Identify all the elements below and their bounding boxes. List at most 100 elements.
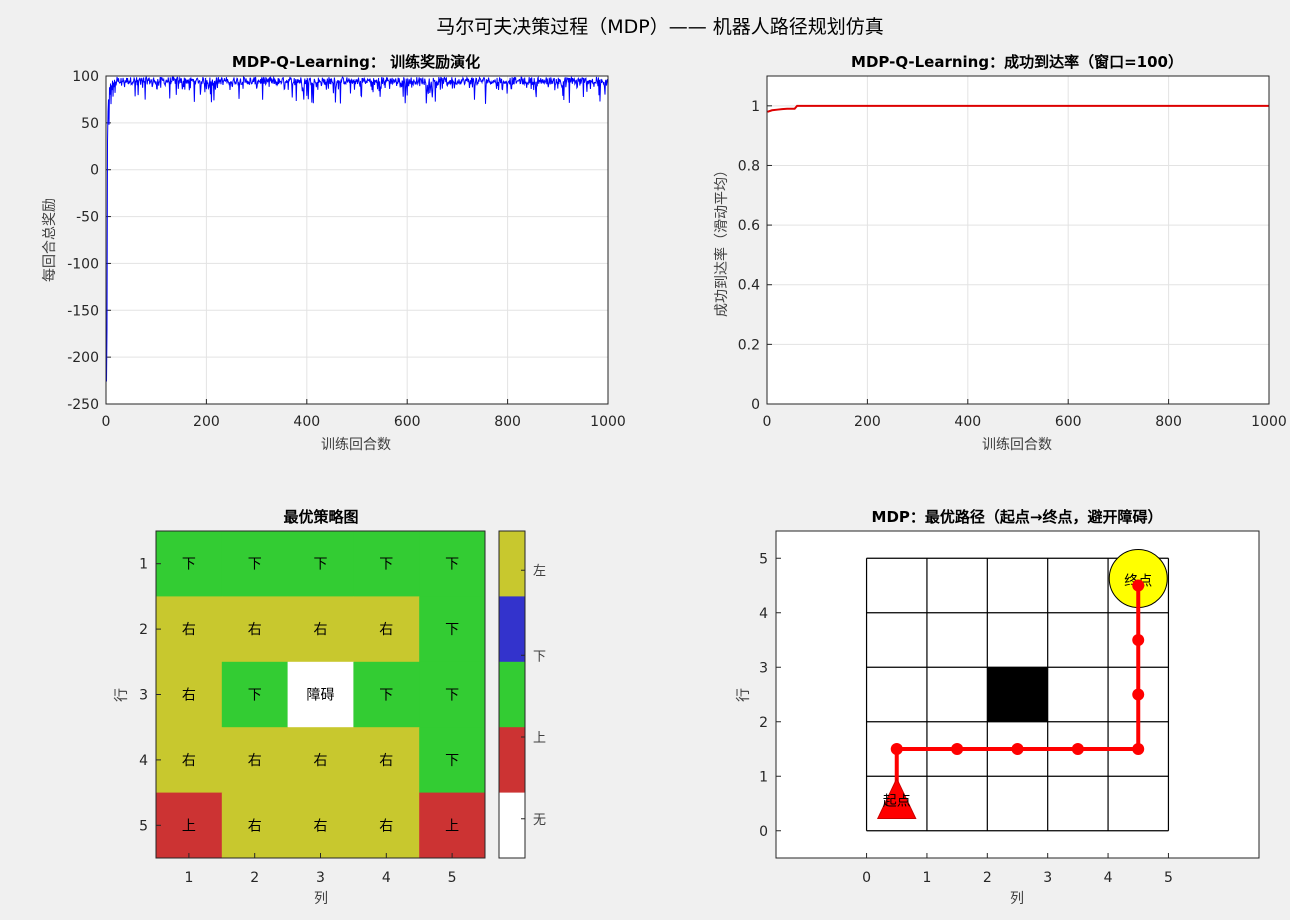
reward-ytick-label: 100 (72, 69, 99, 85)
reward-series-line (106, 75, 609, 382)
policy-cell-label: 右 (248, 753, 262, 769)
path-point (1011, 743, 1024, 755)
success-ytick-label: 0.4 (738, 278, 760, 294)
reward-ytick-label: -150 (67, 303, 99, 319)
policy-cell (156, 792, 223, 859)
path-chart-xlabel: 列 (1010, 891, 1024, 907)
policy-cell (353, 727, 420, 794)
success-chart-xlabel: 训练回合数 (982, 437, 1052, 453)
policy-cell-label: 右 (379, 753, 393, 769)
reward-chart-title: MDP-Q-Learning： 训练奖励演化 (232, 53, 480, 71)
policy-cell (419, 727, 486, 794)
success-chart-ylabel: 成功到达率（滑动平均） (713, 163, 730, 317)
policy-cell-label: 下 (445, 622, 459, 638)
path-ytick-label: 5 (759, 551, 768, 567)
reward-ytick-label: 50 (81, 116, 99, 132)
policy-cell-label: 下 (314, 557, 328, 573)
reward-ytick-label: -250 (67, 397, 99, 413)
reward-xtick-label: 400 (293, 414, 320, 430)
policy-cell (419, 661, 486, 728)
reward-xtick-label: 0 (102, 414, 111, 430)
reward-xtick-label: 600 (394, 414, 421, 430)
path-chart: MDP：最优路径（起点→终点，避开障碍） 列 行 终点起点01234501234… (736, 508, 1260, 907)
path-xtick-label: 5 (1164, 870, 1173, 886)
success-plot-area (767, 76, 1269, 404)
policy-cell (287, 727, 354, 794)
colorbar-segment (499, 596, 525, 663)
policy-cell-label: 下 (445, 688, 459, 704)
success-ytick-label: 0 (751, 397, 760, 413)
policy-map: 最优策略图 列 行 下下下下下右右右右下右下障碍下下右右右右下上右右右上1 2 3 4… (114, 508, 546, 907)
reward-chart-xlabel: 训练回合数 (321, 437, 391, 453)
policy-ytick-label: 1 (139, 557, 148, 573)
success-xtick-label: 400 (954, 414, 981, 430)
reward-xtick-label: 200 (193, 414, 220, 430)
success-ytick-label: 0.8 (738, 158, 760, 174)
reward-frame (105, 75, 609, 405)
reward-ytick-label: -200 (67, 350, 99, 366)
policy-xtick-label: 2 (250, 870, 259, 886)
policy-cell-label: 右 (314, 753, 328, 769)
success-xtick-label: 1000 (1251, 414, 1287, 430)
success-chart: MDP-Q-Learning：成功到达率（窗口=100） 训练回合数 成功到达率… (713, 53, 1287, 453)
policy-cell (353, 596, 420, 663)
path-xtick-label: 3 (1043, 870, 1052, 886)
path-point (1132, 579, 1145, 592)
policy-cell (221, 727, 289, 794)
policy-cell-label: 下 (248, 688, 262, 704)
policy-cell-label: 右 (182, 622, 196, 638)
path-chart-title: MDP：最优路径（起点→终点，避开障碍） (872, 508, 1163, 526)
success-ytick-label: 0.2 (738, 337, 760, 353)
policy-cell-label: 下 (379, 688, 393, 704)
policy-xtick-label: 5 (448, 870, 457, 886)
policy-cell-label: 右 (379, 818, 393, 834)
policy-xtick-label: 3 (316, 870, 325, 886)
policy-cell-label: 右 (248, 818, 262, 834)
path-point (1071, 743, 1084, 755)
colorbar-tick-label: 无 (533, 813, 546, 828)
path-xtick-label: 0 (862, 870, 871, 886)
path-ytick-label: 4 (759, 606, 768, 622)
path-point (1132, 634, 1145, 646)
policy-map-xlabel: 列 (314, 891, 328, 907)
policy-map-ylabel: 行 (114, 688, 130, 702)
policy-cell (353, 661, 420, 728)
colorbar-segment (499, 727, 525, 794)
colorbar-tick-label: 上 (533, 731, 546, 746)
reward-chart-ylabel: 每回合总奖励 (41, 198, 58, 282)
policy-cell (419, 531, 486, 597)
policy-ytick-label: 4 (139, 753, 148, 769)
policy-cell (221, 596, 289, 663)
success-ytick-label: 1 (751, 99, 760, 115)
path-xtick-label: 1 (922, 870, 931, 886)
success-xtick-label: 800 (1155, 414, 1182, 430)
policy-frame (155, 530, 486, 859)
policy-cell (221, 792, 289, 859)
policy-cell (156, 596, 223, 663)
policy-cell-label: 上 (445, 818, 459, 834)
policy-cell (419, 792, 486, 859)
policy-cell (353, 531, 420, 597)
reward-ytick-label: -100 (67, 256, 99, 272)
path-point (890, 743, 903, 755)
start-marker (876, 777, 917, 819)
path-frame (775, 530, 1260, 859)
policy-cell (221, 661, 289, 728)
policy-cell (287, 596, 354, 663)
policy-cell-label: 下 (248, 557, 262, 573)
path-point (1132, 743, 1145, 755)
success-xtick-label: 600 (1055, 414, 1082, 430)
policy-cell (156, 661, 223, 728)
path-chart-ylabel: 行 (736, 688, 752, 702)
reward-plot-area (106, 76, 608, 404)
path-ytick-label: 2 (759, 715, 768, 731)
policy-ytick-label: 3 (139, 688, 148, 704)
policy-ytick-label: 2 (139, 622, 148, 638)
success-xtick-label: 200 (854, 414, 881, 430)
policy-cell (287, 792, 354, 859)
policy-ytick-label: 5 (139, 818, 148, 834)
obstacle-cell (987, 667, 1048, 722)
policy-cell-label: 右 (314, 818, 328, 834)
policy-cell (353, 792, 420, 859)
